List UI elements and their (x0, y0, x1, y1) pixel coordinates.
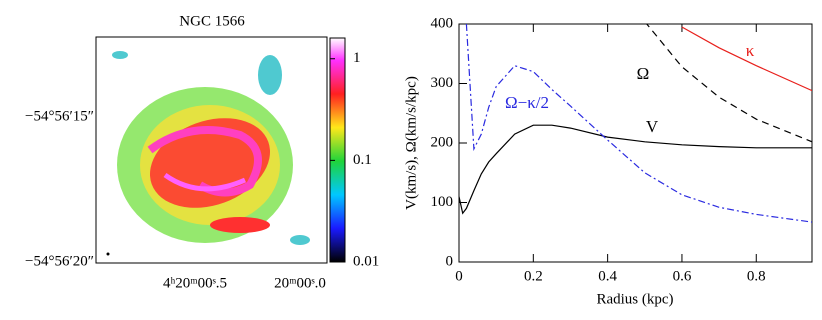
series-line (645, 24, 812, 143)
y-tick-label: 300 (431, 75, 454, 91)
x-tick-label: 0.8 (747, 268, 766, 284)
y-tick-label: −54°56′15″ (25, 108, 94, 124)
series-line (465, 24, 812, 223)
y-tick-label: 400 (431, 15, 454, 31)
x-tick-label: 20ᵐ00ˢ.0 (274, 275, 326, 291)
colorbar-tick-label: 0.1 (353, 152, 372, 168)
y-tick-label: 0 (446, 253, 454, 269)
plot-area (459, 24, 812, 223)
series-label: Ω (637, 64, 650, 83)
series-line (681, 26, 812, 92)
galaxy-image (95, 36, 328, 264)
x-tick-label: 0.4 (598, 268, 617, 284)
colorbar-tick-label: 1 (353, 50, 361, 66)
y-tick-label: −54°56′20″ (25, 253, 94, 269)
x-axis-label: Radius (kpc) (596, 291, 673, 307)
x-tick-label: 0.2 (524, 268, 543, 284)
y-tick-label: 100 (431, 194, 454, 210)
y-tick-label: 200 (431, 134, 454, 150)
series-label: Ω−κ/2 (505, 93, 549, 112)
colorbar-tick-label: 0.01 (353, 253, 379, 269)
x-tick-label: 4ʰ20ᵐ00ˢ.5 (163, 275, 227, 291)
y-axis-label: V(km/s), Ω(km/s/kpc) (403, 76, 419, 210)
series-label: κ (746, 41, 755, 60)
image-title: NGC 1566 (179, 13, 245, 29)
series-label: V (646, 117, 659, 136)
plot-frame (458, 23, 813, 263)
colorbar (329, 37, 346, 263)
series-line (459, 124, 812, 215)
x-tick-label: 0 (455, 268, 463, 284)
x-tick-label: 0.6 (673, 268, 692, 284)
